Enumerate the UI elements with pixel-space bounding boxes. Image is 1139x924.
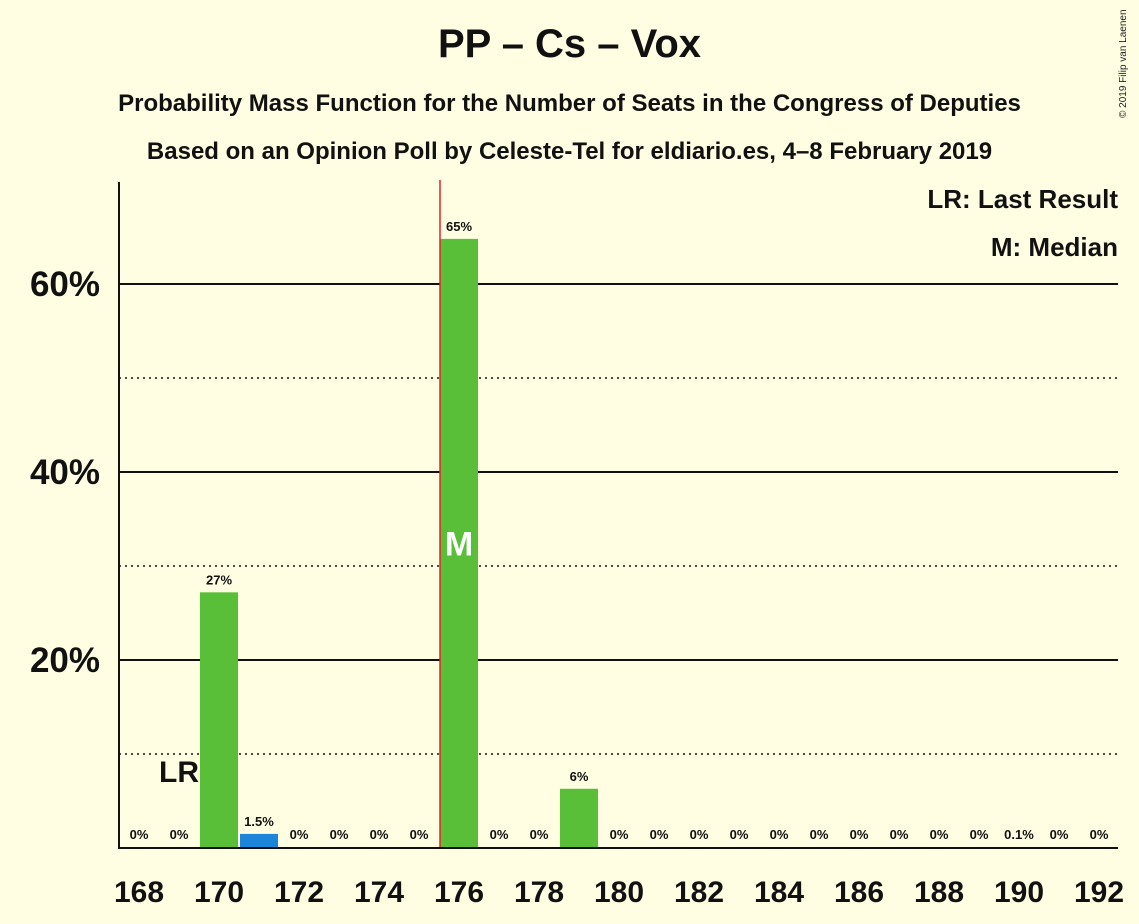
value-label: 0% [970,827,989,842]
bar-179 [560,788,598,848]
median-marker: M [445,525,473,563]
value-label: 0% [650,827,669,842]
value-label: 65% [446,219,472,234]
value-label: 0% [850,827,869,842]
value-label: 0% [1090,827,1109,842]
legend-median: M: Median [990,232,1118,262]
y-tick-label: 60% [30,265,100,304]
chart-title: PP – Cs – Vox [437,22,702,66]
value-label: 0% [370,827,389,842]
value-label: 0% [930,827,949,842]
bar-170 [200,592,238,848]
x-tick-label: 192 [1074,876,1124,909]
x-tick-label: 190 [994,876,1044,909]
x-tick-label: 168 [114,876,164,909]
x-tick-label: 182 [674,876,724,909]
value-label: 0% [410,827,429,842]
value-label: 0% [770,827,789,842]
value-label: 0% [1050,827,1069,842]
value-label: 0% [890,827,909,842]
value-label: 0% [330,827,349,842]
value-label: 0% [610,827,629,842]
value-label: 0% [290,827,309,842]
value-label: 0% [490,827,509,842]
value-label: 0% [730,827,749,842]
x-tick-label: 178 [514,876,564,909]
chart-subtitle-source: Based on an Opinion Poll by Celeste-Tel … [146,138,993,165]
x-tick-label: 186 [834,876,884,909]
x-tick-label: 184 [754,876,804,909]
value-label: 0% [810,827,829,842]
chart-subtitle: Probability Mass Function for the Number… [118,90,1021,117]
y-tick-label: 20% [30,641,100,680]
value-label: 0% [530,827,549,842]
x-tick-label: 176 [434,876,484,909]
value-label: 0.1% [1004,827,1034,842]
y-tick-label: 40% [30,453,100,492]
x-tick-label: 188 [914,876,964,909]
x-tick-label: 174 [354,876,404,909]
value-label: 0% [170,827,189,842]
x-tick-label: 170 [194,876,244,909]
bar-171 [240,833,278,848]
last-result-marker: LR [159,756,199,789]
x-tick-label: 172 [274,876,324,909]
value-label: 1.5% [244,814,274,829]
value-label: 6% [570,769,589,784]
value-label: 0% [690,827,709,842]
value-label: 27% [206,572,232,587]
legend-last-result: LR: Last Result [927,184,1118,214]
bar-176 [440,238,478,848]
x-tick-label: 180 [594,876,644,909]
value-label: 0% [130,827,149,842]
